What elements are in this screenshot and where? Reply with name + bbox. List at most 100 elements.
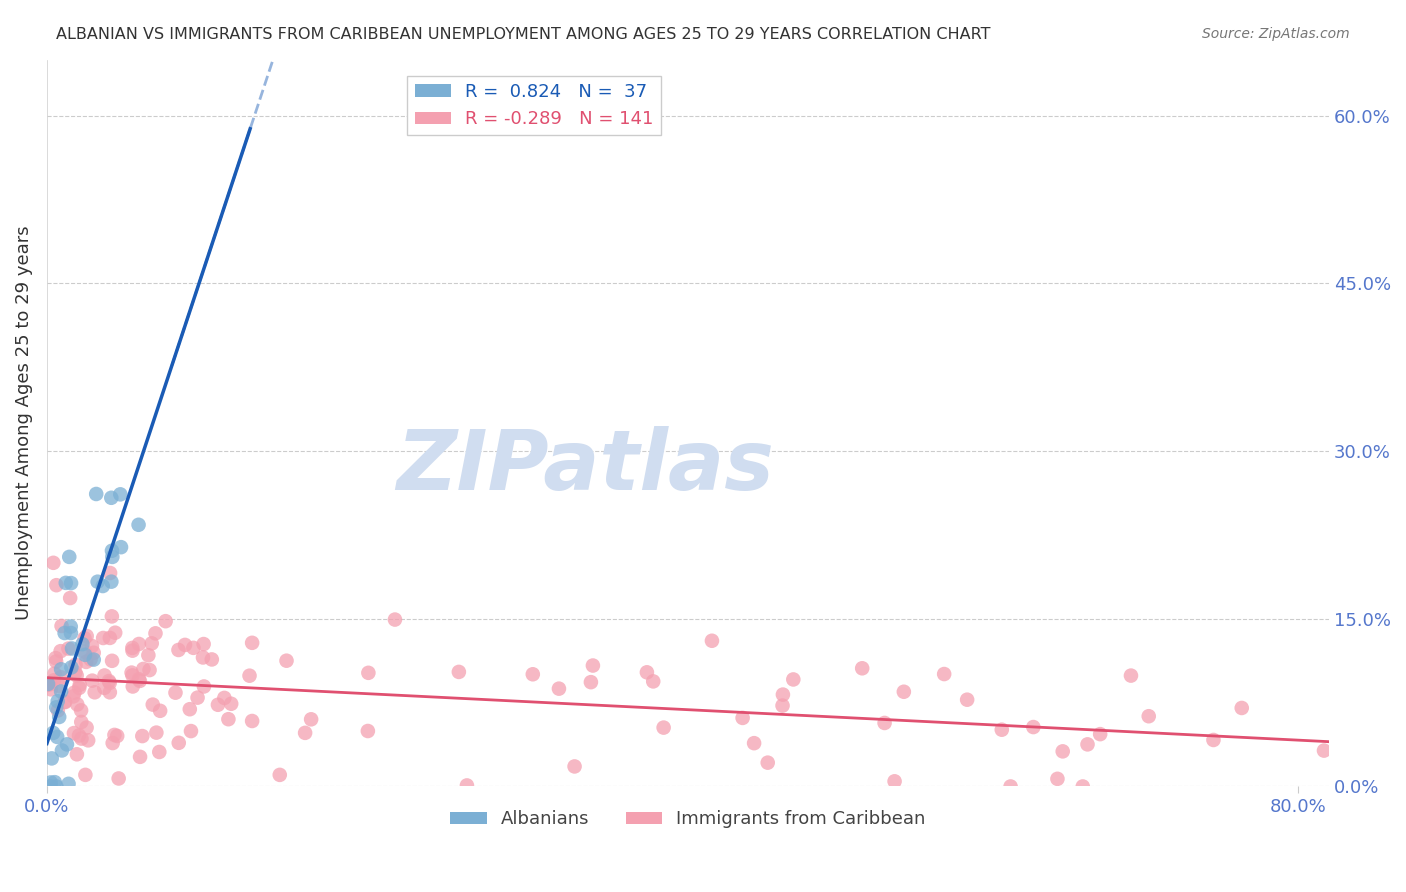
Point — [851, 661, 873, 675]
Point — [98, 631, 121, 645]
Point — [86, 574, 108, 589]
Point — [1000, 780, 1022, 794]
Point — [60, 660, 83, 674]
Point — [128, 637, 150, 651]
Point — [63, 685, 86, 699]
Point — [73, 645, 96, 659]
Point — [384, 613, 406, 627]
Point — [51, 619, 73, 633]
Point — [1046, 772, 1069, 786]
Point — [46, 703, 69, 717]
Point — [70, 731, 93, 746]
Point — [45, 651, 67, 665]
Point — [66, 747, 89, 762]
Point — [60, 641, 83, 656]
Point — [742, 736, 765, 750]
Point — [294, 726, 316, 740]
Point — [103, 728, 125, 742]
Point — [121, 640, 143, 655]
Point — [141, 636, 163, 650]
Point — [1088, 727, 1111, 741]
Point — [934, 667, 956, 681]
Point — [1076, 737, 1098, 751]
Point — [1230, 701, 1253, 715]
Point — [299, 712, 322, 726]
Point — [101, 736, 124, 750]
Point — [59, 626, 82, 640]
Point — [238, 669, 260, 683]
Point — [75, 655, 97, 669]
Point — [98, 566, 121, 580]
Point — [39, 780, 62, 794]
Point — [73, 632, 96, 646]
Point — [100, 574, 122, 589]
Point — [107, 772, 129, 786]
Point — [149, 704, 172, 718]
Point — [39, 677, 62, 691]
Point — [883, 774, 905, 789]
Point — [65, 665, 87, 680]
Point — [956, 692, 979, 706]
Point — [145, 725, 167, 739]
Point — [183, 640, 205, 655]
Point — [51, 743, 73, 757]
Point — [42, 556, 65, 570]
Point — [59, 591, 82, 605]
Point — [193, 637, 215, 651]
Point — [45, 700, 67, 714]
Point — [357, 724, 380, 739]
Point — [41, 751, 63, 765]
Legend: Albanians, Immigrants from Caribbean: Albanians, Immigrants from Caribbean — [443, 803, 932, 836]
Point — [48, 710, 70, 724]
Point — [63, 726, 86, 740]
Y-axis label: Unemployment Among Ages 25 to 29 years: Unemployment Among Ages 25 to 29 years — [15, 226, 32, 620]
Point — [49, 644, 72, 658]
Point — [1313, 743, 1336, 757]
Point — [142, 698, 165, 712]
Point — [91, 631, 114, 645]
Point — [643, 674, 665, 689]
Point — [165, 686, 187, 700]
Point — [84, 487, 107, 501]
Point — [101, 609, 124, 624]
Point — [97, 674, 120, 689]
Point — [201, 652, 224, 666]
Point — [76, 629, 98, 643]
Point — [174, 638, 197, 652]
Point — [180, 724, 202, 739]
Point — [45, 780, 67, 794]
Point — [69, 678, 91, 692]
Point — [121, 680, 143, 694]
Point — [60, 576, 83, 591]
Point — [79, 652, 101, 666]
Point — [35, 678, 58, 692]
Point — [276, 654, 298, 668]
Point — [76, 721, 98, 735]
Point — [1052, 744, 1074, 758]
Point — [58, 549, 80, 564]
Point — [58, 641, 80, 656]
Point — [217, 712, 239, 726]
Text: ALBANIAN VS IMMIGRANTS FROM CARIBBEAN UNEMPLOYMENT AMONG AGES 25 TO 29 YEARS COR: ALBANIAN VS IMMIGRANTS FROM CARIBBEAN UN… — [56, 27, 991, 42]
Point — [893, 685, 915, 699]
Point — [93, 681, 115, 695]
Point — [110, 487, 132, 501]
Text: ZIPatlas: ZIPatlas — [396, 426, 775, 508]
Point — [128, 672, 150, 686]
Point — [83, 652, 105, 666]
Point — [105, 729, 128, 743]
Point — [62, 690, 84, 704]
Point — [75, 768, 97, 782]
Point — [67, 729, 90, 743]
Point — [83, 646, 105, 660]
Point — [138, 648, 160, 663]
Point — [128, 673, 150, 688]
Point — [49, 670, 72, 684]
Point — [83, 685, 105, 699]
Point — [731, 711, 754, 725]
Point — [39, 775, 62, 789]
Point — [67, 681, 90, 695]
Point — [121, 665, 143, 680]
Point — [49, 662, 72, 676]
Point — [548, 681, 571, 696]
